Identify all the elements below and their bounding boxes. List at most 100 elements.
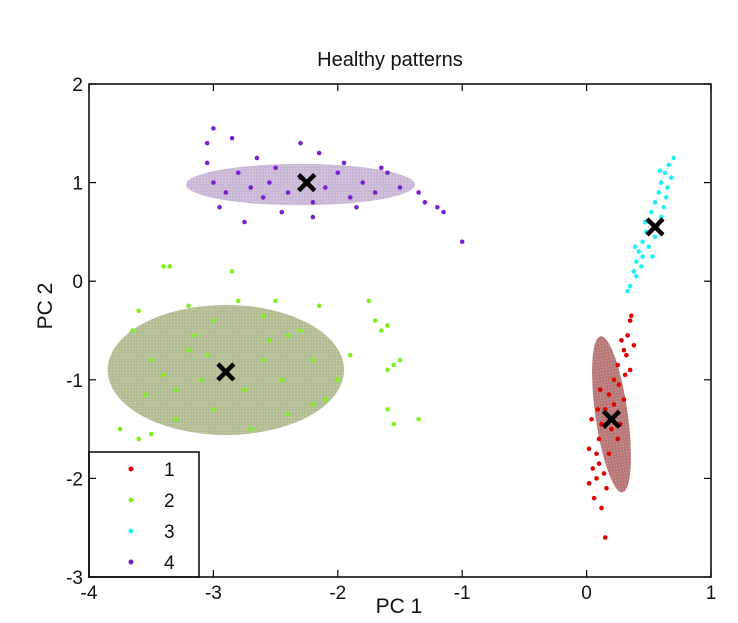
series-2-point bbox=[161, 372, 166, 378]
series-3-point bbox=[658, 180, 664, 185]
x-tick-label: 0 bbox=[581, 583, 592, 604]
series-2-point bbox=[136, 308, 142, 314]
series-2-point bbox=[310, 357, 316, 363]
series-1-point bbox=[594, 451, 599, 457]
series-1-point bbox=[621, 397, 627, 402]
series-3-point bbox=[657, 168, 663, 174]
series-1-point bbox=[586, 481, 592, 486]
series-2-point bbox=[391, 421, 397, 427]
series-1-point bbox=[615, 436, 620, 442]
cluster-ellipses bbox=[107, 163, 631, 493]
chart-legend: 1 2 3 4 bbox=[88, 451, 200, 578]
legend-marker bbox=[128, 466, 134, 472]
series-2-point bbox=[198, 377, 204, 383]
series-2-point bbox=[235, 298, 241, 304]
series-4-point bbox=[223, 190, 229, 195]
series-2-point bbox=[260, 313, 266, 319]
series-3-point bbox=[631, 269, 637, 274]
series-2-point bbox=[211, 318, 216, 323]
series-2-point bbox=[385, 367, 390, 373]
series-3-point bbox=[665, 185, 670, 190]
cluster-4-centroid-marker bbox=[297, 173, 317, 193]
series-4-point bbox=[211, 180, 216, 185]
series-2-point bbox=[186, 303, 191, 309]
series-1-point bbox=[624, 352, 629, 358]
series-3-point bbox=[646, 244, 652, 249]
series-4-point bbox=[360, 180, 365, 185]
y-axis-label: PC 2 bbox=[34, 283, 57, 330]
series-2-point bbox=[391, 362, 397, 368]
series-1-point bbox=[631, 342, 637, 348]
cluster-1-ellipse bbox=[592, 336, 631, 493]
series-4-point bbox=[416, 190, 421, 195]
series-4-point bbox=[204, 140, 210, 146]
chart-title: Healthy patterns bbox=[317, 49, 463, 71]
legend-box bbox=[88, 451, 200, 578]
series-4-point bbox=[242, 219, 247, 225]
legend-marker bbox=[128, 528, 134, 534]
series-3-point bbox=[634, 259, 639, 264]
series-3-point bbox=[640, 254, 645, 259]
series-4-point bbox=[235, 170, 241, 176]
y-tick-label: 0 bbox=[72, 272, 83, 293]
series-2-point bbox=[267, 338, 272, 343]
series-2-point bbox=[397, 357, 403, 363]
series-4-point bbox=[204, 160, 210, 166]
series-1-point bbox=[590, 466, 596, 471]
series-2-point bbox=[148, 357, 154, 363]
series-1-point bbox=[602, 407, 608, 412]
legend-item-2: 2 bbox=[128, 491, 175, 512]
series-1-point bbox=[606, 451, 612, 457]
series-4-point bbox=[341, 160, 347, 166]
series-2-point bbox=[229, 269, 235, 274]
y-tick-label: -1 bbox=[66, 371, 83, 392]
series-4-point bbox=[217, 204, 222, 210]
series-1-point bbox=[619, 338, 624, 343]
series-1-point bbox=[616, 382, 622, 388]
series-2-point bbox=[379, 328, 384, 333]
series-1-point bbox=[627, 367, 633, 373]
series-4-point bbox=[372, 190, 378, 195]
data-points bbox=[117, 126, 676, 540]
series-2-point bbox=[285, 333, 291, 338]
series-1-point bbox=[611, 377, 617, 383]
series-2-point bbox=[366, 298, 372, 304]
series-3-point bbox=[640, 239, 645, 245]
series-3-point bbox=[648, 209, 654, 215]
series-1-point bbox=[586, 446, 592, 452]
series-1-point bbox=[596, 436, 602, 442]
legend-label: 1 bbox=[164, 460, 175, 481]
series-3-point bbox=[652, 200, 658, 205]
series-1-point bbox=[589, 416, 594, 422]
plot-frame bbox=[88, 83, 712, 578]
series-4-point bbox=[379, 165, 384, 171]
series-3-point bbox=[668, 175, 674, 180]
series-3-point bbox=[663, 195, 669, 200]
series-4-point bbox=[347, 195, 353, 200]
series-4-point bbox=[285, 190, 291, 195]
y-axis-ticks: -3 -2 -1 0 1 2 bbox=[66, 75, 711, 589]
series-2-point bbox=[310, 402, 316, 407]
series-3-point bbox=[652, 234, 658, 240]
series-2-point bbox=[385, 407, 390, 412]
series-2-point bbox=[372, 318, 378, 323]
x-tick-label: 1 bbox=[706, 583, 717, 604]
series-2-point bbox=[161, 264, 166, 269]
series-4-point bbox=[310, 200, 316, 205]
series-1-point bbox=[629, 313, 634, 319]
legend-item-1: 1 bbox=[128, 460, 175, 481]
x-tick-label: -3 bbox=[205, 583, 222, 604]
series-4-point bbox=[354, 204, 359, 210]
series-1-point bbox=[601, 471, 607, 476]
series-3-point bbox=[639, 264, 644, 269]
series-4-point bbox=[211, 126, 216, 131]
series-1-point bbox=[609, 426, 614, 432]
cluster-1-centroid-marker bbox=[601, 409, 622, 429]
series-4-point bbox=[385, 170, 390, 176]
series-3-point bbox=[627, 283, 633, 289]
series-2-point bbox=[273, 298, 278, 304]
series-4-point bbox=[397, 185, 403, 190]
series-1-point bbox=[611, 402, 617, 407]
x-tick-label: -4 bbox=[81, 583, 98, 604]
